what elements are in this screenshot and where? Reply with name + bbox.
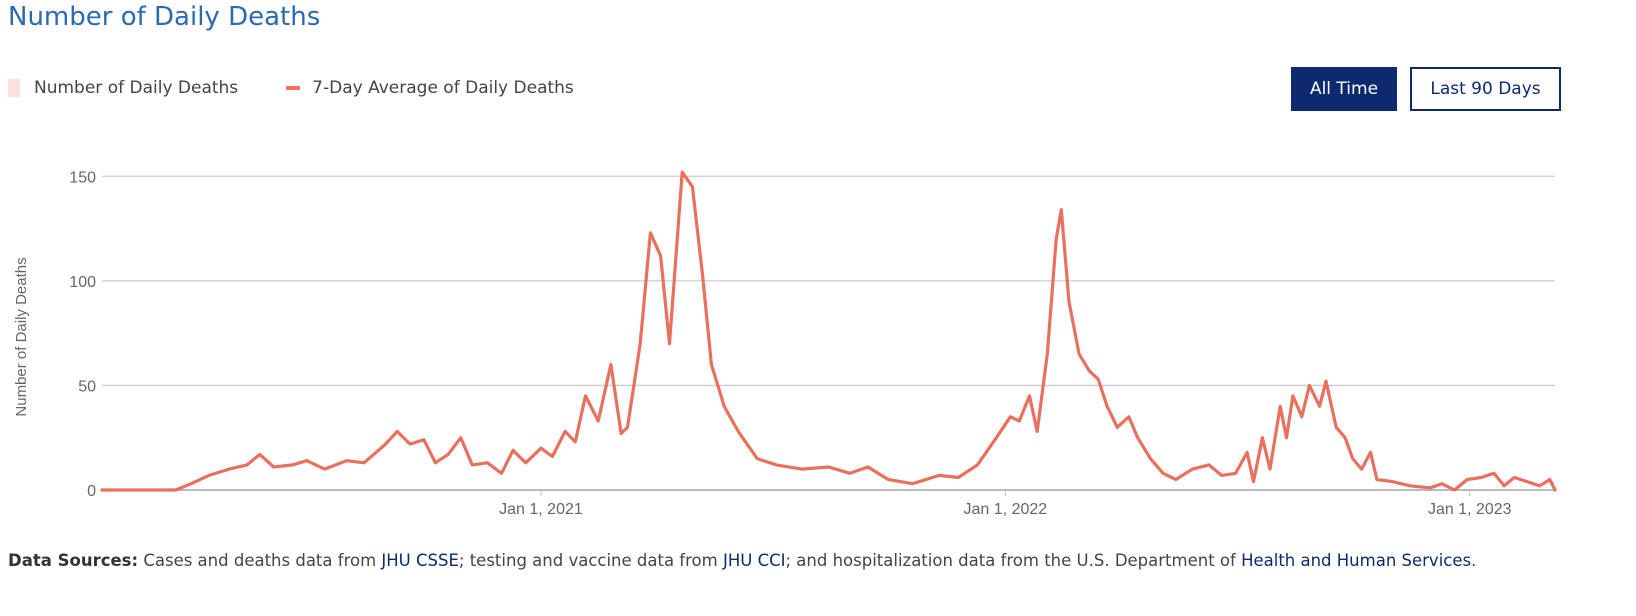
footer-text-3: ; and hospitalization data from the U.S.… (785, 551, 1241, 570)
footer-text-2: ; testing and vaccine data from (459, 551, 723, 570)
legend-item-daily[interactable]: Number of Daily Deaths (8, 78, 238, 98)
data-sources-label: Data Sources: (8, 551, 138, 570)
y-tick-label: 0 (87, 483, 96, 500)
hhs-link[interactable]: Health and Human Services (1241, 551, 1471, 570)
x-tick-label: Jan 1, 2021 (499, 501, 583, 518)
y-axis-label: Number of Daily Deaths (13, 257, 30, 416)
page-title: Number of Daily Deaths (8, 2, 320, 32)
data-sources-note: Data Sources: Cases and deaths data from… (8, 551, 1476, 570)
y-tick-label: 50 (78, 378, 96, 395)
y-tick-label: 100 (69, 274, 96, 291)
x-tick-label: Jan 1, 2023 (1428, 501, 1512, 518)
footer-text-4: . (1471, 551, 1476, 570)
legend-item-average[interactable]: 7-Day Average of Daily Deaths (286, 78, 574, 98)
chart-legend: Number of Daily Deaths 7-Day Average of … (8, 78, 622, 98)
x-tick-label: Jan 1, 2022 (964, 501, 1048, 518)
legend-label-daily: Number of Daily Deaths (34, 78, 238, 98)
line-swatch-icon (286, 86, 300, 90)
seven-day-average-line (102, 172, 1555, 490)
legend-label-average: 7-Day Average of Daily Deaths (312, 78, 574, 98)
all-time-button[interactable]: All Time (1291, 67, 1397, 111)
jhu-cci-link[interactable]: JHU CCI (723, 551, 786, 570)
footer-text-1: Cases and deaths data from (138, 551, 381, 570)
jhu-csse-link[interactable]: JHU CSSE (381, 551, 459, 570)
bar-swatch-icon (8, 79, 20, 97)
last-90-days-button[interactable]: Last 90 Days (1410, 67, 1561, 111)
y-tick-label: 150 (69, 169, 96, 186)
daily-deaths-chart: 0 50 100 150 Number of Daily Deaths Jan 1, 20… (0, 118, 1636, 528)
